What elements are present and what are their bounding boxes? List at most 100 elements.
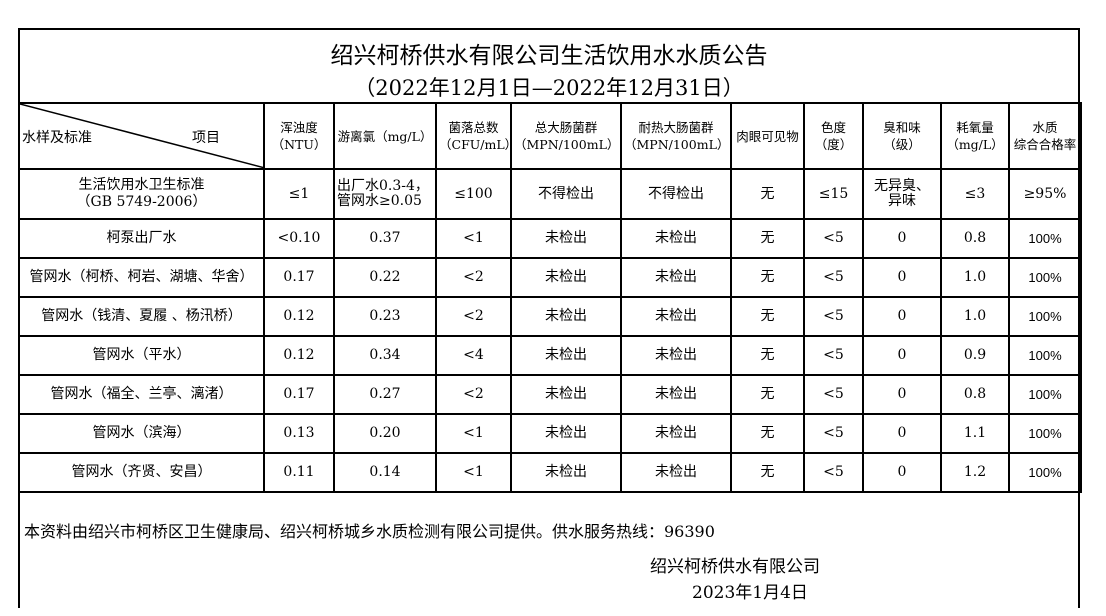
table-cell: 1.1 xyxy=(940,413,1010,454)
standard-cell: ≤3 xyxy=(940,168,1010,220)
table-cell: 未检出 xyxy=(620,335,732,376)
standard-cell: ≤15 xyxy=(803,168,864,220)
table-cell: 未检出 xyxy=(510,257,622,298)
table-cell: 1.2 xyxy=(940,452,1010,493)
table-cell: 0.17 xyxy=(263,257,335,298)
table-cell: 0.37 xyxy=(333,218,437,259)
table-cell: 100% xyxy=(1008,452,1082,493)
table-cell: 100% xyxy=(1008,413,1082,454)
table-row: 柯泵出厂水 <0.10 0.37 <1 未检出 未检出无 <5 0 0.8 100% xyxy=(18,218,1082,259)
table-row: 管网水（柯桥、柯岩、湖塘、华舍） 0.17 0.22 <2 未检出 未检出无 <5 0 1.0 1… xyxy=(18,257,1082,298)
table-cell: 未检出 xyxy=(620,257,732,298)
sample-name: 管网水（平水） xyxy=(18,335,265,376)
table-cell: 0.13 xyxy=(263,413,335,454)
column-header: 水质 综合合格率 xyxy=(1008,102,1082,170)
standard-cell: ≤100 xyxy=(435,168,512,220)
table-cell: 100% xyxy=(1008,218,1082,259)
sample-name: 管网水（齐贤、安昌） xyxy=(18,452,265,493)
standard-cell: ≥95% xyxy=(1008,168,1082,220)
table-cell: 100% xyxy=(1008,335,1082,376)
table-cell: <1 xyxy=(435,413,512,454)
footer-note: 本资料由绍兴市柯桥区卫生健康局、绍兴柯桥城乡水质检测有限公司提供。供水服务热线：… xyxy=(24,522,715,541)
standard-name: 生活饮用水卫生标准 （GB 5749-2006） xyxy=(18,168,265,220)
table-cell: 未检出 xyxy=(620,374,732,415)
table-cell: 0 xyxy=(862,335,942,376)
table-cell: <2 xyxy=(435,296,512,337)
table-cell: <2 xyxy=(435,257,512,298)
table-cell: 未检出 xyxy=(510,452,622,493)
standard-row: 生活饮用水卫生标准 （GB 5749-2006） ≤1 出厂水0.3-4， 管网水≥0.… xyxy=(18,168,1082,220)
standard-cell: 出厂水0.3-4， 管网水≥0.05 xyxy=(333,168,437,220)
table-cell: 0 xyxy=(862,452,942,493)
table-cell: 0 xyxy=(862,218,942,259)
water-quality-table: 水样及标准 项目 浑浊度 （NTU） 游离氯（mg/L） 菌落总数 （CFU/mL） 总大肠菌… xyxy=(18,102,1082,493)
table-cell: <4 xyxy=(435,335,512,376)
table-cell: <5 xyxy=(803,335,864,376)
table-cell: 0 xyxy=(862,413,942,454)
table-cell: 无 xyxy=(730,452,805,493)
page-subtitle: （2022年12月1日—2022年12月31日） xyxy=(354,76,744,100)
table-cell: 1.0 xyxy=(940,296,1010,337)
table-cell: 未检出 xyxy=(510,374,622,415)
column-header: 耐热大肠菌群 （MPN/100mL） xyxy=(620,102,732,170)
footer-date: 2023年1月4日 xyxy=(692,583,808,603)
table-cell: 100% xyxy=(1008,296,1082,337)
table-cell: 100% xyxy=(1008,374,1082,415)
table-cell: <2 xyxy=(435,374,512,415)
table-cell: 无 xyxy=(730,413,805,454)
table-cell: 0.34 xyxy=(333,335,437,376)
header-row: 水样及标准 项目 浑浊度 （NTU） 游离氯（mg/L） 菌落总数 （CFU/mL） 总大肠菌… xyxy=(18,102,1082,170)
table-cell: 0.8 xyxy=(940,374,1010,415)
table-cell: 0.17 xyxy=(263,374,335,415)
table-cell: <5 xyxy=(803,413,864,454)
table-row: 管网水（滨海） 0.13 0.20 <1 未检出 未检出无 <5 0 1.1 100% xyxy=(18,413,1082,454)
page-title: 绍兴柯桥供水有限公司生活饮用水水质公告 xyxy=(330,43,768,69)
standard-cell: ≤1 xyxy=(263,168,335,220)
sample-name: 柯泵出厂水 xyxy=(18,218,265,259)
table-cell: 未检出 xyxy=(510,335,622,376)
table-cell: 无 xyxy=(730,257,805,298)
column-header: 总大肠菌群 （MPN/100mL） xyxy=(510,102,622,170)
table-cell: 0.27 xyxy=(333,374,437,415)
table-cell: 0.23 xyxy=(333,296,437,337)
table-cell: 未检出 xyxy=(510,413,622,454)
column-header: 耗氧量 （mg/L） xyxy=(940,102,1010,170)
sample-name: 管网水（福全、兰亭、漓渚） xyxy=(18,374,265,415)
table-cell: <5 xyxy=(803,374,864,415)
table-cell: 0.12 xyxy=(263,296,335,337)
table-cell: 0.8 xyxy=(940,218,1010,259)
standard-cell: 无 xyxy=(730,168,805,220)
table-cell: 未检出 xyxy=(620,296,732,337)
column-header: 肉眼可见物 xyxy=(730,102,805,170)
column-header: 臭和味 （级） xyxy=(862,102,942,170)
table-cell: <5 xyxy=(803,296,864,337)
column-header: 色度 （度） xyxy=(803,102,864,170)
table-cell: <5 xyxy=(803,452,864,493)
sample-name: 管网水（柯桥、柯岩、湖塘、华舍） xyxy=(18,257,265,298)
column-header: 游离氯（mg/L） xyxy=(333,102,437,170)
column-header: 菌落总数 （CFU/mL） xyxy=(435,102,517,170)
table-cell: 无 xyxy=(730,335,805,376)
table-cell: <0.10 xyxy=(263,218,335,259)
table-cell: <1 xyxy=(435,218,512,259)
footer-company: 绍兴柯桥供水有限公司 xyxy=(650,557,820,577)
table-cell: 0 xyxy=(862,296,942,337)
table-row: 管网水（齐贤、安昌） 0.11 0.14 <1 未检出 未检出无 <5 0 1.2 100% xyxy=(18,452,1082,493)
table-cell: 0.11 xyxy=(263,452,335,493)
table-cell: 0 xyxy=(862,257,942,298)
table-cell: 0.14 xyxy=(333,452,437,493)
table-cell: 0 xyxy=(862,374,942,415)
column-header: 浑浊度 （NTU） xyxy=(263,102,335,170)
table-cell: 无 xyxy=(730,296,805,337)
table-cell: <5 xyxy=(803,218,864,259)
table-cell: 未检出 xyxy=(620,218,732,259)
table-row: 管网水（钱清、夏履 、杨汛桥） 0.12 0.23 <2 未检出 未检出无 <5 0 1.0 10… xyxy=(18,296,1082,337)
table-cell: 未检出 xyxy=(620,413,732,454)
sample-name: 管网水（钱清、夏履 、杨汛桥） xyxy=(18,296,265,337)
table-cell: 0.12 xyxy=(263,335,335,376)
table-cell: 未检出 xyxy=(510,296,622,337)
table-cell: 无 xyxy=(730,374,805,415)
table-cell: 100% xyxy=(1008,257,1082,298)
standard-cell: 不得检出 xyxy=(620,168,732,220)
table-row: 管网水（平水） 0.12 0.34 <4 未检出 未检出无 <5 0 0.9 100% xyxy=(18,335,1082,376)
